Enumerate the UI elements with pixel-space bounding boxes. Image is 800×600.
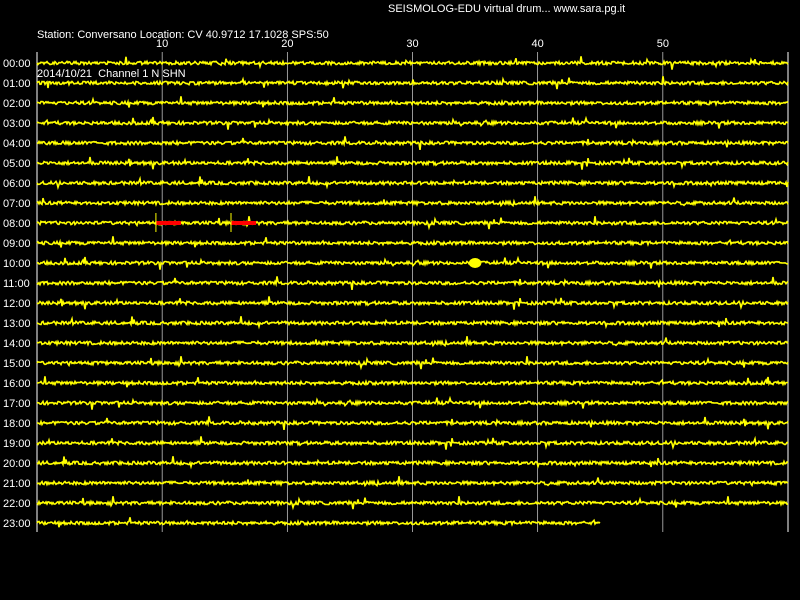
- row-time-label: 12:00: [3, 298, 31, 310]
- row-time-label: 21:00: [3, 478, 31, 490]
- trace-row: [36, 496, 789, 511]
- x-tick-label: 20: [281, 38, 293, 50]
- trace-row: [36, 76, 789, 90]
- row-time-label: 14:00: [3, 338, 31, 350]
- trace-row: [37, 376, 788, 388]
- trace-row: [36, 336, 789, 348]
- trace-row: [36, 276, 789, 291]
- date-channel-line: 2014/10/21 Channel 1 N SHN: [37, 68, 186, 80]
- row-time-label: 13:00: [3, 318, 31, 330]
- row-time-label: 06:00: [3, 178, 31, 190]
- header-info: Station: Conversano Location: CV 40.9712…: [37, 3, 329, 94]
- trace-row: [36, 236, 789, 248]
- row-time-label: 23:00: [3, 518, 31, 530]
- trace-row: [36, 435, 789, 451]
- row-time-label: 01:00: [3, 78, 31, 90]
- row-time-label: 08:00: [3, 218, 31, 230]
- row-time-label: 10:00: [3, 258, 31, 270]
- row-time-label: 03:00: [3, 118, 31, 130]
- trace-row: [36, 196, 789, 208]
- row-time-label: 09:00: [3, 238, 31, 250]
- row-time-label: 16:00: [3, 378, 31, 390]
- row-time-label: 18:00: [3, 418, 31, 430]
- row-time-label: 07:00: [3, 198, 31, 210]
- trace-row: [36, 395, 789, 410]
- trace-row: [36, 115, 789, 130]
- event-burst: [468, 258, 482, 268]
- trace-row: [36, 255, 788, 270]
- trace-row: [37, 416, 789, 431]
- row-time-label: 05:00: [3, 158, 31, 170]
- trace-row: [36, 517, 601, 528]
- row-time-label: 15:00: [3, 358, 31, 370]
- row-time-label: 19:00: [3, 438, 31, 450]
- trace-row: [36, 296, 789, 311]
- trace-row: [36, 56, 789, 70]
- x-tick-label: 10: [156, 38, 168, 50]
- trace-row: [36, 156, 789, 170]
- trace-row: [36, 456, 789, 470]
- row-time-label: 04:00: [3, 138, 31, 150]
- x-tick-label: 40: [532, 38, 544, 50]
- station-line: Station: Conversano Location: CV 40.9712…: [37, 29, 329, 41]
- x-tick-label: 30: [406, 38, 418, 50]
- trace-row: [36, 96, 789, 108]
- event-marker: [155, 221, 181, 225]
- row-time-label: 17:00: [3, 398, 31, 410]
- event-marker: [231, 221, 257, 225]
- row-time-label: 00:00: [3, 58, 31, 70]
- trace-row: [36, 175, 789, 191]
- trace-row: [36, 136, 789, 151]
- row-time-label: 20:00: [3, 458, 31, 470]
- row-time-label: 02:00: [3, 98, 31, 110]
- software-line: SEISMOLOG-EDU virtual drum... www.sara.p…: [388, 3, 626, 15]
- trace-row: [36, 315, 789, 330]
- row-time-label: 22:00: [3, 498, 31, 510]
- row-time-label: 11:00: [3, 278, 30, 290]
- trace-row: [36, 356, 789, 371]
- x-tick-label: 50: [657, 38, 669, 50]
- trace-row: [36, 476, 789, 488]
